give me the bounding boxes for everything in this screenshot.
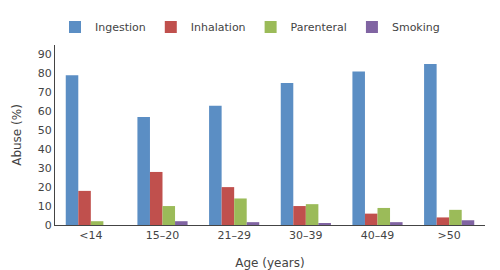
- svg-text:Parenteral: Parenteral: [291, 21, 347, 34]
- svg-text:40–49: 40–49: [361, 229, 395, 242]
- svg-text:0: 0: [45, 219, 52, 232]
- svg-text:Age (years): Age (years): [235, 256, 304, 270]
- svg-text:Abuse (%): Abuse (%): [10, 104, 24, 166]
- svg-text:Smoking: Smoking: [392, 21, 440, 34]
- svg-text:50: 50: [38, 124, 52, 137]
- svg-text:21–29: 21–29: [217, 229, 251, 242]
- svg-text:15–20: 15–20: [146, 229, 180, 242]
- svg-text:90: 90: [38, 48, 52, 61]
- svg-text:<14: <14: [79, 229, 102, 242]
- svg-text:10: 10: [38, 200, 52, 213]
- svg-text:Inhalation: Inhalation: [191, 21, 246, 34]
- svg-text:30–39: 30–39: [289, 229, 323, 242]
- svg-text:80: 80: [38, 67, 52, 80]
- svg-text:40: 40: [38, 143, 52, 156]
- svg-text:Ingestion: Ingestion: [95, 21, 146, 34]
- svg-text:60: 60: [38, 105, 52, 118]
- svg-text:30: 30: [38, 162, 52, 175]
- svg-text:>50: >50: [438, 229, 461, 242]
- svg-text:70: 70: [38, 86, 52, 99]
- svg-text:20: 20: [38, 181, 52, 194]
